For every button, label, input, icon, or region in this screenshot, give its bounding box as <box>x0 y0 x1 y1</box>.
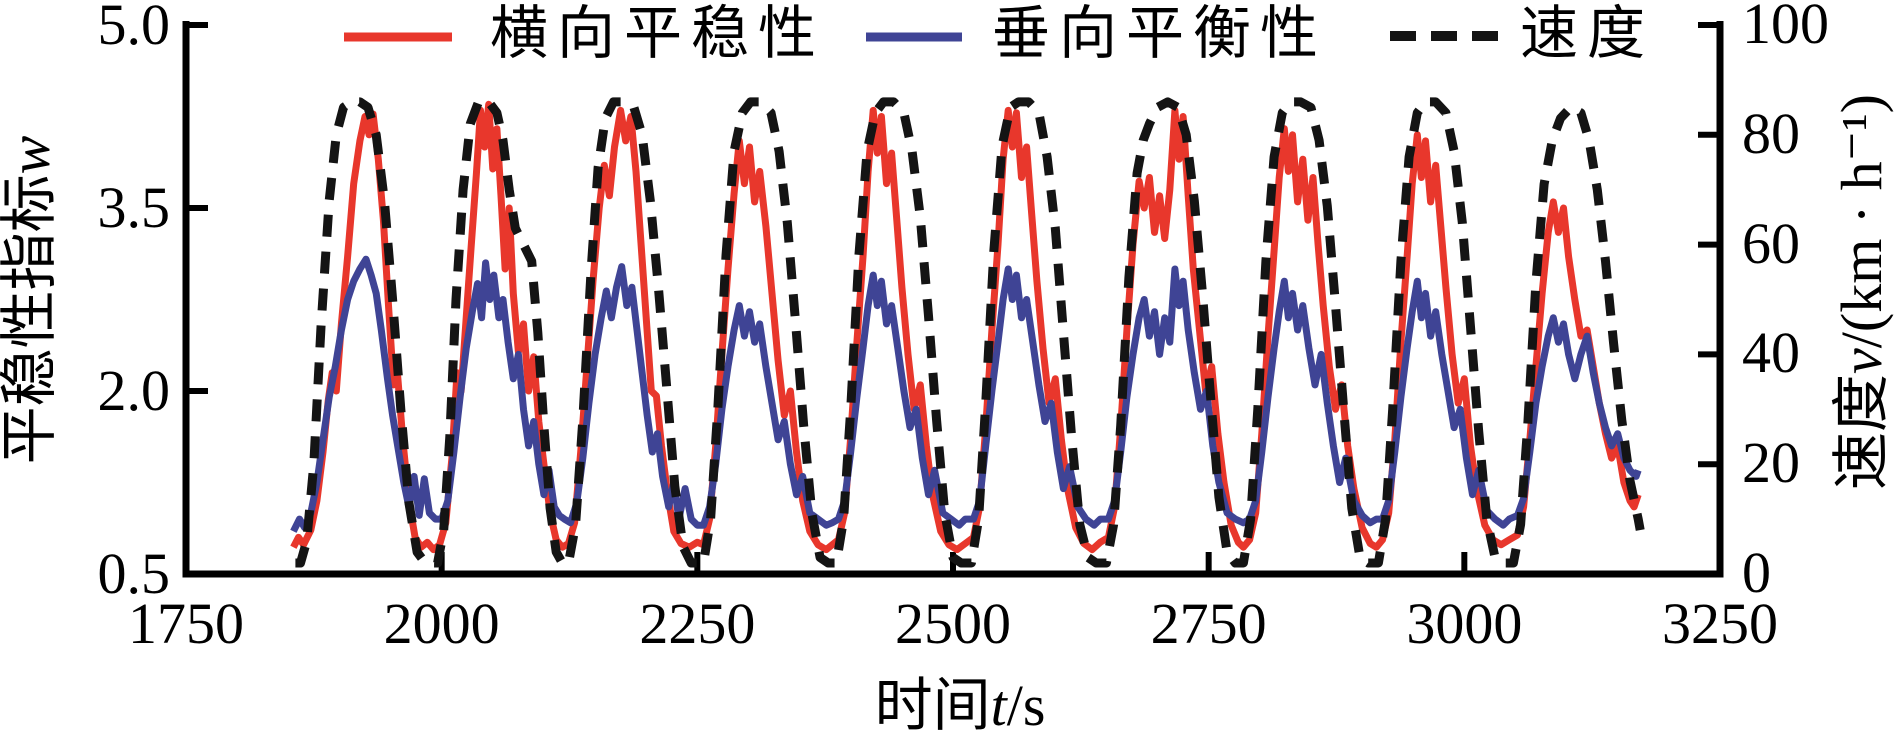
y-left-tick-label: 3.5 <box>97 175 171 240</box>
legend-line-solid-red <box>344 32 452 42</box>
series-line-2 <box>295 97 1645 568</box>
y-left-tick-label: 2.0 <box>97 358 171 423</box>
legend-line-dashed-black <box>1390 31 1498 41</box>
x-axis-title: 时间t/s <box>875 673 1046 739</box>
y-right-tick-label: 40 <box>1742 320 1800 386</box>
y-left-title-text: 平稳性指标 <box>0 174 62 465</box>
legend-label-vertical: 垂向平衡性 <box>992 1 1328 66</box>
x-tick-label: 3000 <box>1406 591 1523 656</box>
y-axis-left-title: 平稳性指标w <box>0 136 63 465</box>
y-axis-right-title: 速度v/(km · h⁻¹) <box>1829 94 1895 490</box>
legend-label-lateral: 横向平稳性 <box>490 1 826 66</box>
y-left-tick-label: 0.5 <box>97 541 171 606</box>
x-tick-label: 2250 <box>639 591 756 656</box>
x-tick-label: 2500 <box>895 591 1011 656</box>
y-right-tick-label: 0 <box>1742 540 1771 605</box>
x-title-symbol: t <box>990 673 1007 738</box>
y-right-tick-label: 100 <box>1742 0 1829 56</box>
legend-line-solid-blue <box>866 32 962 42</box>
x-title-text: 时间 <box>874 673 991 738</box>
legend-label-speed: 速度 <box>1520 1 1655 66</box>
y-right-title-unit: /(km · h⁻¹) <box>1829 94 1894 349</box>
series-line-1 <box>290 255 1642 533</box>
x-title-unit: /s <box>1006 673 1046 738</box>
y-right-title-text: 速度 <box>1829 373 1894 490</box>
y-right-title-symbol: v <box>1829 348 1894 374</box>
x-tick-label: 3250 <box>1662 591 1778 656</box>
y-left-title-symbol: w <box>0 135 62 175</box>
x-tick-label: 2750 <box>1150 591 1267 656</box>
x-tick-label: 1750 <box>128 591 244 656</box>
y-right-tick-label: 20 <box>1742 430 1800 496</box>
x-tick-label: 2000 <box>383 591 500 656</box>
y-right-tick-label: 80 <box>1742 100 1800 166</box>
y-right-tick-label: 60 <box>1742 210 1800 276</box>
y-left-tick-label: 5.0 <box>97 0 171 57</box>
